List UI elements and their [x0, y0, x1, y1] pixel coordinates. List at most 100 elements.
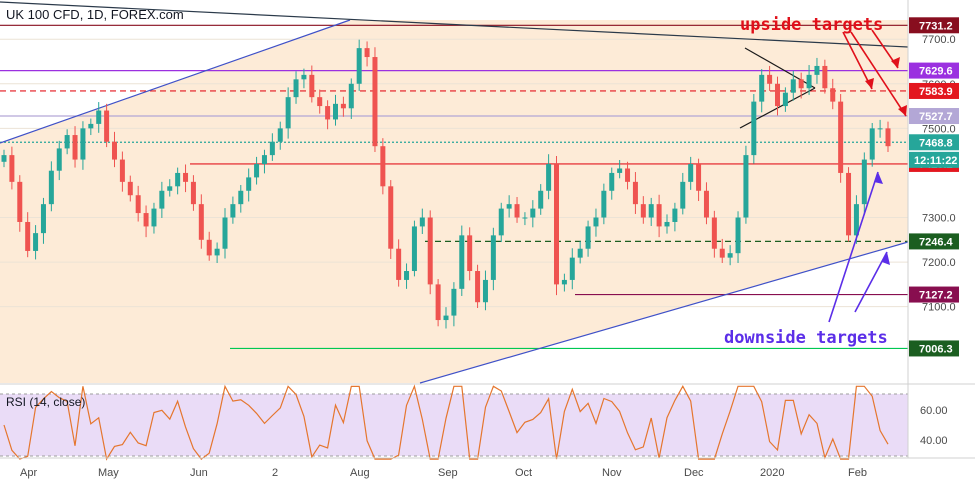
candle-body [309, 74, 315, 98]
channel-fill [0, 20, 908, 383]
downside-arrow-1 [828, 171, 879, 323]
candle-body [767, 74, 773, 84]
candle-body [80, 128, 86, 160]
candle-body [301, 74, 307, 80]
candle-body [427, 217, 433, 285]
candle-body [625, 168, 631, 182]
candle-body [183, 172, 189, 182]
price-tag-label: 7468.8 [919, 137, 953, 149]
candle-body [475, 271, 481, 303]
time-axis-label: Jun [190, 467, 208, 479]
time-axis-label: Dec [684, 467, 704, 479]
price-tag[interactable]: 7468.8 [909, 134, 959, 151]
rsi-label: RSI (14, close) [6, 395, 85, 409]
candle-body [1, 155, 7, 162]
rsi-tick-40: 40.00 [920, 435, 948, 447]
candle-body [735, 217, 741, 254]
candle-body [814, 65, 820, 75]
price-tag-bg [909, 62, 959, 79]
candle-body [877, 128, 883, 130]
candle-body [404, 271, 410, 280]
candle-body [222, 217, 228, 249]
countdown-label: 12:11:22 [914, 155, 957, 167]
candle-body [364, 48, 370, 58]
candle-body [561, 279, 567, 285]
price-tag[interactable]: 7127.2 [909, 286, 959, 303]
candle-body [396, 248, 402, 280]
candle-body [380, 146, 386, 187]
price-tag-bg [909, 17, 959, 34]
candle-body [703, 190, 709, 218]
candle-body [656, 204, 662, 227]
candle-body [554, 164, 559, 285]
countdown-tag: 12:11:22 [909, 151, 959, 168]
price-tag-label: 7006.3 [919, 343, 953, 355]
candle-body [261, 155, 267, 165]
candle-body [696, 164, 702, 191]
rsi-tick-60: 60.00 [920, 405, 948, 417]
candle-body [246, 177, 252, 191]
candle-body [719, 248, 725, 258]
candle-body [577, 248, 583, 258]
candle-body [490, 235, 496, 280]
lower-channel-line[interactable] [419, 241, 909, 384]
price-tag[interactable]: 7006.3 [909, 340, 959, 357]
time-axis-label: 2020 [760, 467, 784, 479]
candle-body [388, 186, 394, 249]
time-axis-label: Nov [602, 467, 622, 479]
candle-body [206, 239, 212, 256]
candle-body [585, 226, 591, 249]
price-tag-label: 7246.4 [919, 236, 954, 248]
upper-channel-line[interactable] [0, 19, 351, 144]
candle-body [159, 190, 165, 209]
price-tag-bg [909, 134, 959, 151]
candle-body [617, 168, 623, 173]
candle-body [775, 83, 780, 107]
candle-body [482, 279, 488, 303]
price-tag[interactable]: 7583.9 [909, 82, 959, 99]
price-tag[interactable]: 7246.4 [909, 233, 959, 250]
price-tag[interactable]: 7527.7 [909, 108, 959, 125]
price-tag-label: 7731.2 [919, 20, 953, 32]
descending-resistance-line[interactable] [0, 1, 909, 48]
countdown-bg [909, 151, 959, 168]
candle-body [435, 284, 441, 321]
price-tag-bg [909, 108, 959, 125]
price-tag-bg [909, 82, 959, 99]
time-axis-label: Apr [20, 467, 37, 479]
candle-body [135, 195, 141, 214]
candle-body [317, 97, 323, 107]
time-axis-label: Aug [350, 467, 370, 479]
target-arrows [828, 29, 907, 323]
candle-body [56, 148, 62, 171]
candle-body [648, 204, 654, 218]
price-tag-label: 7629.6 [919, 66, 953, 78]
candle-body [127, 181, 133, 196]
time-axis-label: May [98, 467, 119, 479]
price-axis-label: 7300.0 [922, 213, 956, 225]
upside-arrowhead-1 [865, 78, 874, 89]
candle-body [506, 204, 512, 209]
downside-arrow-2 [854, 251, 888, 313]
upside-arrowhead-3 [891, 57, 900, 68]
candle-body [522, 217, 528, 219]
candle-body [72, 135, 78, 160]
time-axis[interactable]: Apr May Jun 2 Aug Sep Oct Nov Dec 2020 Feb [20, 467, 867, 479]
candle-body [175, 172, 181, 187]
candle-body [514, 204, 520, 218]
rsi-axis[interactable]: 60.00 40.00 [920, 405, 948, 447]
candle-body [119, 159, 125, 182]
candle-body [806, 74, 812, 89]
candle-body [230, 204, 236, 218]
price-tag[interactable]: 7731.2 [909, 17, 959, 34]
candle-body [88, 123, 94, 129]
candle-body [214, 248, 220, 256]
candle-body [664, 221, 670, 227]
price-axis-label: 7500.0 [922, 123, 956, 135]
downside-arrowhead-2 [882, 252, 890, 265]
candle-body [348, 83, 354, 109]
candle-body [25, 221, 31, 251]
price-tag[interactable]: 7629.6 [909, 62, 959, 79]
candle-body [853, 204, 859, 236]
